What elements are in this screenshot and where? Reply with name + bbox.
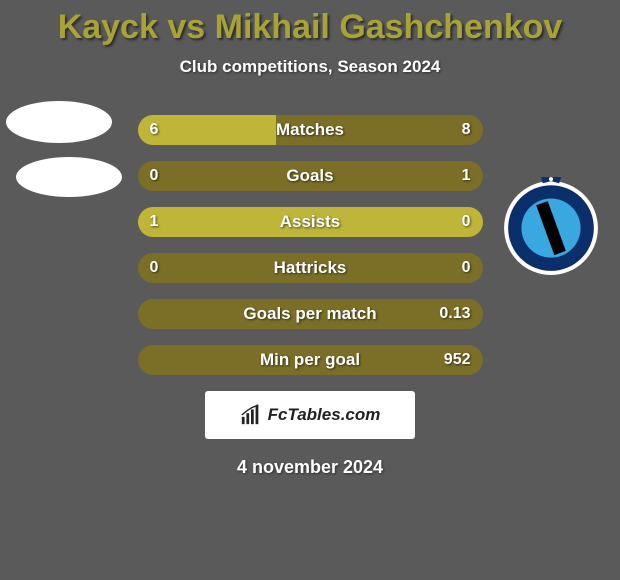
- player1-club-placeholder: [16, 157, 122, 197]
- bar-value-right: 952: [444, 345, 471, 375]
- bar-value-right: 0.13: [439, 299, 470, 329]
- bar-label: Goals per match: [138, 299, 483, 329]
- watermark-text: FcTables.com: [268, 405, 381, 425]
- stat-bars: 6Matches80Goals11Assists00Hattricks0Goal…: [138, 115, 483, 375]
- bar-label: Matches: [138, 115, 483, 145]
- stat-bar: 6Matches8: [138, 115, 483, 145]
- stat-bar: Min per goal952: [138, 345, 483, 375]
- player2-club-badge: [500, 173, 602, 275]
- subtitle: Club competitions, Season 2024: [0, 57, 620, 77]
- stat-bar: 0Hattricks0: [138, 253, 483, 283]
- player1-name: Kayck: [58, 8, 158, 46]
- bar-label: Assists: [138, 207, 483, 237]
- bar-value-right: 1: [462, 161, 471, 191]
- vs-word: vs: [167, 8, 205, 46]
- bar-value-right: 0: [462, 207, 471, 237]
- stat-bar: 0Goals1: [138, 161, 483, 191]
- stats-area: 6Matches80Goals11Assists00Hattricks0Goal…: [0, 115, 620, 375]
- comparison-title: Kayck vs Mikhail Gashchenkov: [0, 0, 620, 47]
- bar-value-right: 8: [462, 115, 471, 145]
- bar-label: Hattricks: [138, 253, 483, 283]
- bar-value-right: 0: [462, 253, 471, 283]
- date-label: 4 november 2024: [0, 457, 620, 478]
- watermark-badge: FcTables.com: [205, 391, 415, 439]
- stat-bar: 1Assists0: [138, 207, 483, 237]
- player2-name: Mikhail Gashchenkov: [215, 8, 563, 46]
- player1-photo-placeholder: [6, 101, 112, 143]
- bar-label: Min per goal: [138, 345, 483, 375]
- club-brugge-icon: [500, 173, 602, 275]
- stat-bar: Goals per match0.13: [138, 299, 483, 329]
- bar-label: Goals: [138, 161, 483, 191]
- chart-icon: [240, 404, 262, 426]
